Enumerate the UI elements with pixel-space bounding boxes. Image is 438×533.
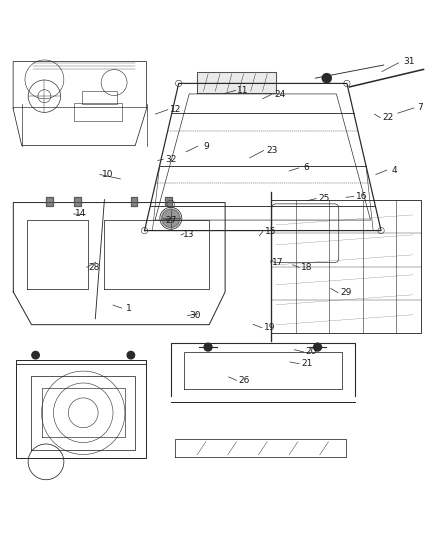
Bar [81,91,117,103]
Text: 28: 28 [88,263,100,272]
Circle shape [32,351,39,359]
Text: 27: 27 [165,216,177,225]
Text: 26: 26 [239,376,250,385]
Text: 30: 30 [189,311,201,320]
Circle shape [204,343,212,351]
Polygon shape [165,197,172,206]
Text: 19: 19 [264,324,275,332]
Text: 10: 10 [102,170,113,179]
Text: 20: 20 [305,348,317,357]
Text: 7: 7 [417,103,424,112]
Text: 17: 17 [272,257,284,266]
Polygon shape [197,72,276,93]
Text: 31: 31 [404,57,415,66]
Text: 12: 12 [170,105,181,114]
Text: 16: 16 [356,192,367,201]
Text: 32: 32 [165,155,177,164]
Circle shape [162,209,180,228]
Text: 9: 9 [203,142,209,150]
Circle shape [127,351,134,359]
Text: 23: 23 [266,146,277,155]
Text: 18: 18 [301,263,312,272]
Text: 29: 29 [340,288,352,297]
Text: 25: 25 [318,194,330,203]
Text: 14: 14 [75,209,87,219]
Text: 22: 22 [382,113,393,122]
Polygon shape [131,197,138,206]
Text: 1: 1 [126,304,132,313]
Polygon shape [46,197,53,206]
Circle shape [322,74,331,83]
Circle shape [314,343,321,351]
Bar [74,102,122,122]
Text: 11: 11 [237,86,249,95]
Text: 21: 21 [301,359,312,368]
Text: 4: 4 [392,166,397,175]
Text: 13: 13 [183,230,194,239]
Text: 15: 15 [265,227,276,236]
Text: 24: 24 [275,90,286,99]
Polygon shape [74,197,81,206]
Text: 6: 6 [304,164,310,173]
